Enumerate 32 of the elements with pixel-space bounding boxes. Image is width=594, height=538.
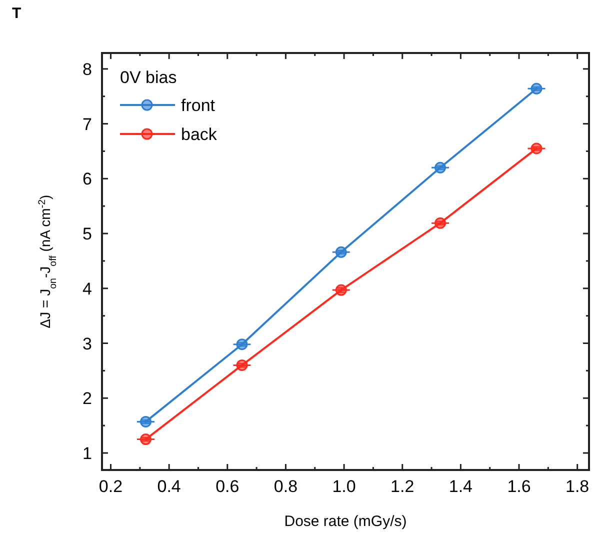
chart-title: T <box>12 5 22 22</box>
y-tick-label: 4 <box>82 279 92 298</box>
x-tick-label: 1.8 <box>566 477 590 496</box>
x-axis-title: Dose rate (mGy/s) <box>284 513 407 530</box>
x-tick-label: 0.2 <box>98 477 123 496</box>
point <box>530 82 542 94</box>
y-tick-label: 8 <box>82 60 92 79</box>
point <box>236 359 248 371</box>
y-tick-label: 1 <box>82 444 92 463</box>
legend-title: 0V bias <box>120 68 177 87</box>
legend-label: front <box>181 96 216 115</box>
y-tick-label: 6 <box>82 170 92 189</box>
point <box>530 142 542 154</box>
point <box>434 162 446 174</box>
y-tick-label: 2 <box>82 389 92 408</box>
x-tick-label: 1.2 <box>390 477 414 496</box>
x-tick-label: 0.6 <box>216 477 240 496</box>
x-tick-label: 1.4 <box>448 477 473 496</box>
x-tick-label: 0.4 <box>157 477 181 496</box>
point <box>335 284 347 296</box>
point <box>434 217 446 229</box>
legend-label: back <box>181 125 218 144</box>
point <box>140 416 152 428</box>
x-tick-label: 0.8 <box>274 477 298 496</box>
x-tick-label: 1.0 <box>332 477 356 496</box>
y-tick-label: 5 <box>82 224 92 244</box>
point <box>236 338 248 350</box>
point <box>140 434 152 446</box>
y-tick-label: 3 <box>82 334 92 354</box>
x-tick-label: 1.6 <box>507 477 531 496</box>
y-tick-label: 7 <box>82 114 92 134</box>
point <box>335 246 347 258</box>
